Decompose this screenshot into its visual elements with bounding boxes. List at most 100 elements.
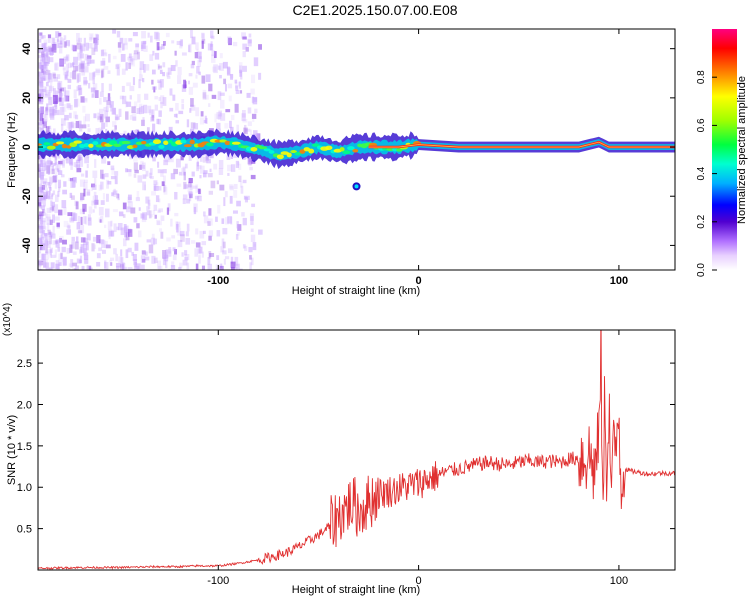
speckle — [98, 127, 102, 136]
speckle — [205, 117, 208, 124]
speckle — [118, 211, 124, 217]
speckle — [53, 128, 56, 136]
speckle — [219, 184, 225, 191]
speckle — [120, 262, 126, 268]
speckle — [189, 193, 193, 199]
speckle — [87, 62, 90, 66]
speckle — [38, 269, 42, 270]
speckle — [100, 181, 104, 190]
speckle — [76, 33, 80, 42]
speckle — [44, 118, 47, 123]
speckle — [78, 37, 82, 43]
speckle — [105, 128, 108, 138]
speckle — [187, 80, 191, 85]
speckle — [158, 198, 161, 203]
speckle — [195, 184, 199, 194]
speckle — [72, 267, 77, 270]
speckle — [250, 234, 256, 243]
speckle — [91, 93, 94, 98]
speckle — [86, 189, 91, 196]
speckle — [57, 247, 61, 252]
speckle — [81, 68, 86, 76]
speckle — [53, 76, 59, 82]
speckle — [83, 76, 88, 86]
speckle — [45, 81, 49, 87]
ridge-blob — [113, 143, 122, 148]
speckle — [170, 173, 176, 180]
ridge-blob — [286, 152, 292, 158]
speckle — [89, 37, 93, 42]
speckle — [248, 246, 253, 253]
speckle — [180, 156, 184, 161]
speckle — [40, 35, 44, 40]
speckle — [68, 268, 71, 270]
speckle — [94, 202, 97, 209]
speckle — [199, 155, 203, 162]
speckle — [71, 236, 75, 242]
speckle — [47, 92, 51, 100]
snr-x-tick-label: 100 — [610, 575, 628, 587]
speckle — [69, 192, 73, 199]
speckle — [72, 70, 77, 80]
speckle — [103, 52, 108, 57]
speckle — [58, 97, 62, 102]
speckle — [181, 99, 185, 104]
speckle — [188, 191, 193, 195]
speckle — [76, 39, 80, 45]
speckle — [46, 207, 52, 213]
speckle — [49, 249, 52, 256]
speckle — [118, 47, 122, 53]
speckle — [184, 253, 190, 261]
speckle — [192, 185, 198, 189]
speckle — [165, 32, 170, 38]
speckle — [49, 73, 53, 83]
speckle — [63, 87, 67, 96]
speckle — [146, 210, 150, 216]
ridge-blob — [325, 145, 333, 151]
colorbar-ticks: 0.0 0.2 0.4 0.6 0.8 — [696, 70, 717, 277]
speckle — [169, 107, 174, 112]
speckle — [38, 38, 42, 43]
speckle — [153, 238, 158, 245]
speckle — [38, 39, 42, 43]
speckle — [112, 55, 117, 60]
speckle — [147, 199, 151, 206]
speckle — [67, 223, 70, 229]
speckle — [249, 255, 252, 260]
speckle — [161, 181, 165, 187]
speckle — [73, 98, 78, 108]
speckle — [242, 51, 246, 58]
speckle — [119, 264, 124, 270]
speckle — [47, 39, 51, 43]
speckle — [209, 168, 212, 173]
speckle — [99, 114, 104, 123]
speckle — [195, 242, 201, 248]
speckle — [131, 268, 135, 270]
speckle — [171, 235, 176, 239]
speckle — [52, 190, 56, 195]
speckle — [152, 156, 156, 162]
speckle — [136, 108, 141, 114]
speckle — [132, 116, 137, 121]
speckle — [38, 215, 41, 220]
speckle — [107, 70, 111, 74]
speckle — [188, 73, 193, 77]
speckle — [41, 217, 46, 223]
speckle — [162, 257, 166, 266]
speckle — [105, 105, 109, 113]
speckle — [142, 174, 147, 179]
speckle — [208, 103, 211, 107]
speckle — [52, 240, 57, 245]
speckle — [162, 250, 167, 259]
speckle — [112, 29, 117, 34]
speckle — [239, 90, 243, 94]
spectrogram-frame — [37, 28, 676, 271]
speckle — [49, 52, 54, 56]
speckle — [84, 258, 89, 265]
speckle — [46, 241, 51, 249]
speckle — [250, 174, 256, 180]
speckle — [42, 121, 48, 129]
speckle — [247, 157, 253, 165]
speckle — [215, 216, 218, 222]
speckle — [55, 31, 60, 38]
